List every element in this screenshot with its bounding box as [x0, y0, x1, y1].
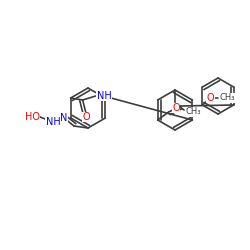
Text: NH: NH [46, 117, 60, 127]
Text: CH₃: CH₃ [220, 94, 235, 102]
Text: O: O [83, 112, 90, 122]
Text: HO: HO [25, 112, 40, 122]
Text: N: N [60, 113, 68, 123]
Text: O: O [206, 93, 214, 103]
Text: CH₃: CH₃ [185, 108, 200, 116]
Text: NH: NH [97, 91, 112, 101]
Text: O: O [172, 103, 180, 113]
